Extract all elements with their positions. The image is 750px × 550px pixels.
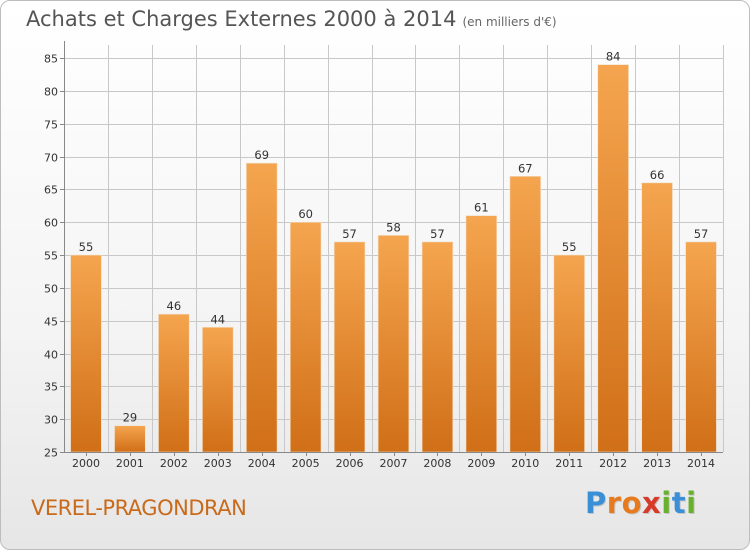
x-tick-label: 2012 bbox=[599, 457, 627, 470]
data-label: 58 bbox=[386, 220, 401, 234]
data-label: 57 bbox=[342, 227, 357, 241]
logo-letter: o bbox=[621, 486, 643, 520]
chart-title-text: Achats et Charges Externes 2000 à 2014 bbox=[26, 7, 457, 31]
y-tick-label: 25 bbox=[44, 447, 58, 460]
chart-title: Achats et Charges Externes 2000 à 2014 (e… bbox=[26, 7, 557, 31]
logo-letter: i bbox=[686, 486, 697, 520]
bar bbox=[553, 254, 585, 453]
x-tick-label: 2000 bbox=[72, 457, 100, 470]
logo-letter: t bbox=[671, 486, 687, 520]
x-tick-label: 2005 bbox=[292, 457, 320, 470]
x-tick-label: 2004 bbox=[248, 457, 276, 470]
x-tick-label: 2014 bbox=[687, 457, 715, 470]
bar bbox=[289, 221, 322, 453]
place-name: VEREL-PRAGONDRAN bbox=[31, 496, 247, 520]
y-tick-label: 45 bbox=[44, 316, 58, 329]
data-label: 55 bbox=[79, 240, 94, 254]
y-tick-label: 35 bbox=[44, 381, 58, 394]
y-tick-label: 80 bbox=[44, 86, 58, 99]
data-label: 66 bbox=[650, 168, 665, 182]
data-label: 46 bbox=[167, 299, 182, 313]
y-tick-label: 55 bbox=[44, 250, 58, 263]
bar bbox=[114, 425, 146, 453]
data-label: 60 bbox=[298, 207, 313, 221]
proxiti-logo: Proxiti bbox=[585, 486, 697, 520]
data-label: 84 bbox=[606, 50, 621, 64]
bar bbox=[685, 241, 717, 453]
y-tick-label: 30 bbox=[44, 414, 58, 427]
bar bbox=[465, 215, 498, 453]
y-tick-label: 75 bbox=[44, 119, 58, 132]
x-tick-label: 2006 bbox=[336, 457, 364, 470]
logo-letter: i bbox=[661, 486, 672, 520]
y-tick-label: 65 bbox=[44, 184, 58, 197]
y-tick-label: 60 bbox=[44, 217, 58, 230]
data-label: 44 bbox=[210, 312, 225, 326]
data-label: 29 bbox=[123, 411, 138, 425]
data-label: 57 bbox=[430, 227, 445, 241]
y-tick-label: 40 bbox=[44, 349, 58, 362]
x-tick-label: 2013 bbox=[643, 457, 671, 470]
data-label: 67 bbox=[518, 161, 533, 175]
y-tick-label: 85 bbox=[44, 53, 58, 66]
bar bbox=[246, 162, 278, 453]
data-label: 55 bbox=[562, 240, 577, 254]
bar bbox=[421, 241, 454, 453]
bar bbox=[597, 64, 629, 453]
y-tick-label: 70 bbox=[44, 152, 58, 165]
x-tick-label: 2001 bbox=[116, 457, 144, 470]
x-tick-label: 2002 bbox=[160, 457, 188, 470]
bar bbox=[641, 182, 673, 453]
x-tick-label: 2007 bbox=[380, 457, 408, 470]
data-label: 69 bbox=[254, 148, 269, 162]
data-label: 57 bbox=[694, 227, 709, 241]
x-tick-label: 2003 bbox=[204, 457, 232, 470]
bar bbox=[509, 175, 541, 453]
chart-subtitle: (en milliers d'€) bbox=[462, 15, 557, 29]
bar bbox=[202, 326, 234, 453]
x-tick-label: 2010 bbox=[511, 457, 539, 470]
bar bbox=[70, 254, 102, 453]
data-label: 61 bbox=[474, 201, 489, 215]
bar bbox=[158, 313, 190, 453]
logo-letter: x bbox=[642, 486, 662, 520]
axes: 25 30 35 40 45 50 55 60 65 70 75 80 85 2000 2001 2002 20… bbox=[44, 41, 723, 470]
y-tick-label: 50 bbox=[44, 283, 58, 296]
x-tick-label: 2009 bbox=[467, 457, 495, 470]
logo-letter: P bbox=[585, 486, 607, 520]
bars: 55 29 46 44 69 60 57 58 57 61 67 55 84 66 57 bbox=[70, 50, 717, 453]
x-tick-label: 2011 bbox=[555, 457, 583, 470]
x-tick-label: 2008 bbox=[423, 457, 451, 470]
bar bbox=[377, 235, 410, 453]
logo-letter: r bbox=[606, 486, 622, 520]
bar bbox=[333, 241, 366, 453]
